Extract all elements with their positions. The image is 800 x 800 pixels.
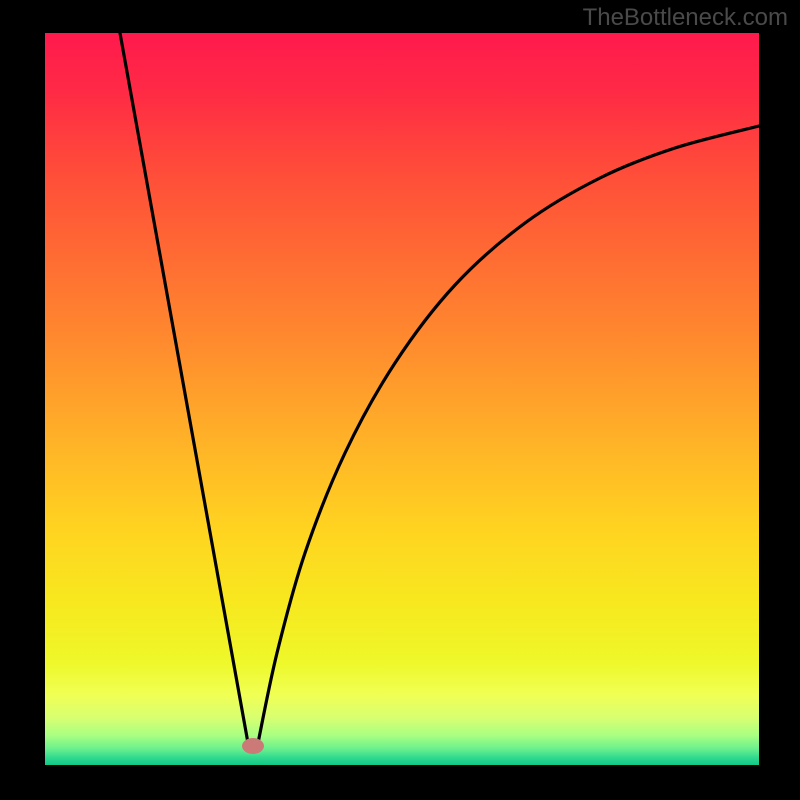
bottleneck-curve (45, 33, 759, 765)
curve-left-branch (120, 33, 248, 743)
watermark-text: TheBottleneck.com (583, 4, 788, 32)
curve-right-branch (258, 126, 759, 743)
optimum-marker (242, 738, 264, 754)
chart-plot-area (45, 33, 759, 765)
